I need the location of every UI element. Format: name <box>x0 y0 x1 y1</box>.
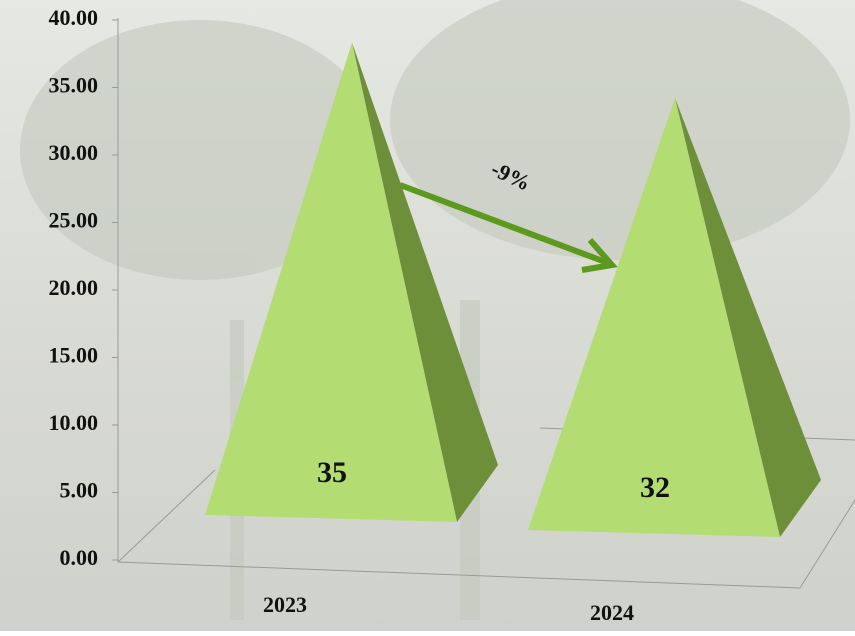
pyramid-side <box>352 42 498 522</box>
value-label: 35 <box>317 456 347 489</box>
tree-shapes <box>20 0 850 620</box>
pyramid-side <box>675 98 821 537</box>
trend-arrowhead <box>581 238 618 273</box>
pyramid-front <box>205 42 457 522</box>
y-tick-label: 25.00 <box>49 208 99 233</box>
y-tick-label: 35.00 <box>49 73 99 98</box>
y-tick-label: 20.00 <box>49 275 99 300</box>
value-label: 32 <box>640 471 670 504</box>
trend-arrow <box>398 182 610 266</box>
y-tick-label: 30.00 <box>49 140 99 165</box>
x-tick-label: 2024 <box>590 600 634 625</box>
pyramid-front <box>528 98 780 537</box>
y-tick-label: 5.00 <box>60 478 99 503</box>
x-tick-label: 2023 <box>263 592 307 617</box>
y-tick-label: 10.00 <box>49 410 99 435</box>
y-tick-label: 15.00 <box>49 343 99 368</box>
y-tick-label: 40.00 <box>49 5 99 30</box>
y-tick-label: 0.00 <box>60 545 99 570</box>
